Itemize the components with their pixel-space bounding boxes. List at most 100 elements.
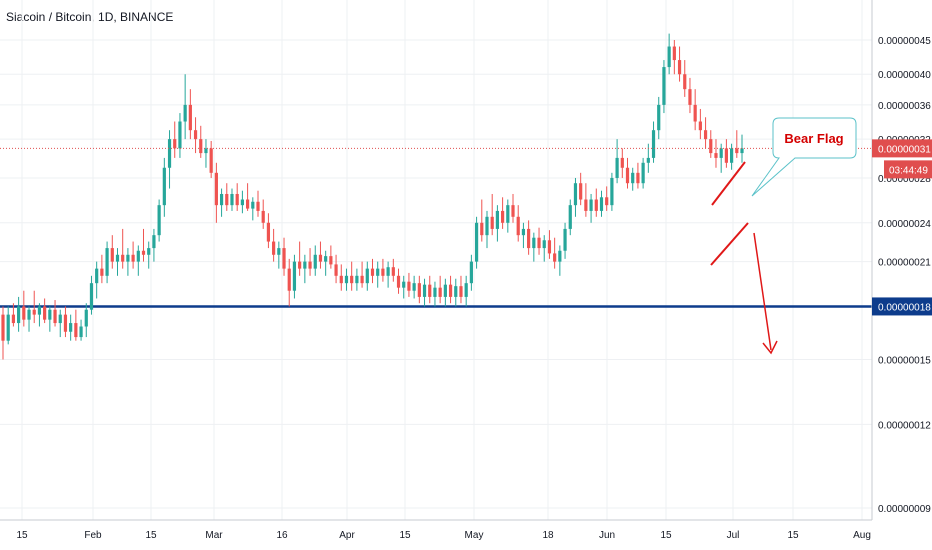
candle[interactable] [703, 117, 708, 149]
candle[interactable] [324, 250, 328, 276]
candle[interactable] [277, 241, 281, 269]
candle[interactable] [662, 60, 666, 114]
candle[interactable] [594, 188, 598, 217]
candle[interactable] [225, 183, 229, 211]
candle[interactable] [282, 237, 286, 276]
candle[interactable] [152, 228, 156, 262]
candle[interactable] [693, 89, 697, 131]
candle[interactable] [480, 199, 484, 242]
candle[interactable] [568, 199, 572, 236]
candle[interactable] [162, 157, 166, 217]
candle[interactable] [355, 268, 359, 291]
candle[interactable] [672, 40, 676, 75]
candle[interactable] [318, 241, 323, 269]
candle[interactable] [433, 281, 437, 307]
candle[interactable] [620, 148, 624, 178]
candle[interactable] [563, 222, 567, 259]
candle[interactable] [573, 177, 578, 217]
candle[interactable] [43, 298, 47, 324]
candle[interactable] [495, 205, 500, 242]
candle[interactable] [193, 117, 198, 154]
candle[interactable] [115, 248, 120, 276]
candle[interactable] [698, 108, 702, 140]
candle[interactable] [53, 300, 57, 327]
candle[interactable] [667, 33, 671, 75]
candle[interactable] [235, 183, 239, 211]
candle[interactable] [464, 275, 468, 307]
candle[interactable] [183, 74, 187, 140]
candle[interactable] [636, 162, 640, 189]
candle[interactable] [469, 254, 473, 291]
candle[interactable] [32, 290, 36, 324]
candle[interactable] [485, 210, 489, 249]
candle[interactable] [48, 306, 52, 332]
candle[interactable] [1, 306, 5, 360]
candle[interactable] [11, 303, 16, 327]
candle[interactable] [579, 172, 583, 206]
candle[interactable] [735, 130, 739, 158]
candle[interactable] [537, 227, 541, 255]
candle[interactable] [126, 248, 130, 276]
candle[interactable] [448, 275, 453, 304]
candle[interactable] [454, 278, 458, 307]
candle[interactable] [459, 275, 463, 304]
candle[interactable] [381, 258, 385, 282]
candle[interactable] [417, 275, 421, 304]
candle[interactable] [376, 261, 380, 288]
candle[interactable] [74, 309, 78, 341]
candle[interactable] [303, 254, 307, 284]
candle[interactable] [729, 143, 734, 170]
candle[interactable] [17, 296, 21, 332]
candle[interactable] [37, 303, 42, 327]
candle[interactable] [22, 290, 26, 327]
candle[interactable] [89, 275, 94, 315]
candle[interactable] [651, 121, 656, 163]
candle[interactable] [605, 186, 609, 211]
candle[interactable] [178, 113, 182, 158]
candle[interactable] [641, 157, 645, 189]
candle[interactable] [370, 258, 375, 284]
candle[interactable] [339, 264, 343, 291]
candle[interactable] [428, 275, 432, 304]
candle[interactable] [490, 193, 494, 236]
candle[interactable] [532, 232, 536, 262]
candle[interactable] [240, 190, 244, 214]
candle[interactable] [610, 172, 614, 211]
candle[interactable] [209, 140, 213, 178]
candle[interactable] [474, 216, 479, 269]
candle[interactable] [407, 272, 411, 297]
candle[interactable] [121, 228, 125, 269]
candle[interactable] [100, 254, 104, 284]
candle[interactable] [272, 228, 276, 262]
candle[interactable] [625, 157, 630, 189]
candle[interactable] [292, 254, 297, 299]
candles[interactable] [1, 33, 744, 360]
candle[interactable] [443, 278, 447, 307]
candle[interactable] [719, 143, 723, 173]
candle[interactable] [396, 268, 401, 294]
candle[interactable] [683, 60, 687, 97]
candle[interactable] [360, 261, 364, 288]
candle[interactable] [214, 162, 218, 223]
candle[interactable] [688, 77, 692, 114]
candle[interactable] [344, 268, 349, 291]
candle[interactable] [287, 258, 291, 307]
candle[interactable] [542, 235, 546, 262]
candle[interactable] [365, 261, 369, 291]
candle[interactable] [558, 245, 562, 276]
candle[interactable] [506, 199, 510, 233]
candle[interactable] [553, 237, 557, 269]
candle[interactable] [219, 188, 224, 217]
bear-flag-annotation[interactable]: Bear Flag [710, 117, 857, 355]
candle[interactable] [298, 241, 302, 276]
candle[interactable] [677, 46, 682, 82]
candle[interactable] [188, 89, 192, 140]
candle[interactable] [173, 121, 177, 158]
candle[interactable] [584, 183, 588, 217]
candle[interactable] [386, 261, 390, 288]
candle[interactable] [709, 130, 713, 158]
candle[interactable] [110, 235, 114, 269]
candle[interactable] [6, 306, 10, 345]
candle[interactable] [714, 139, 718, 168]
